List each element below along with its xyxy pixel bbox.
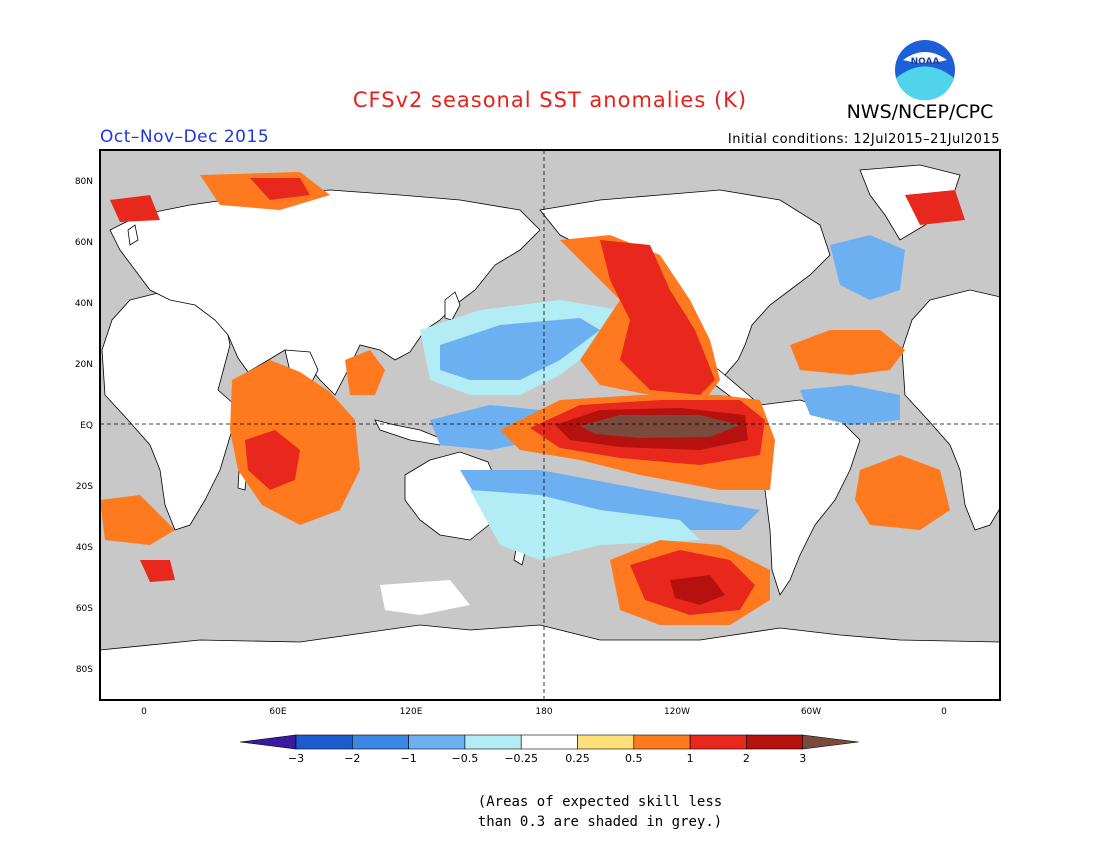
colorbar-label: −0.25 [504,752,538,765]
lon-label: 0 [941,707,947,717]
el-nino-core [580,415,740,438]
lon-label: 60W [801,707,821,717]
colorbar-swatch [746,734,804,750]
south-atlantic-warm [855,455,950,530]
skill-note: (Areas of expected skill less than 0.3 a… [420,792,780,832]
colorbar-swatch [577,734,635,750]
colorbar-swatch [464,734,522,750]
indian-ocean-red [245,430,300,490]
north-atlantic-cool [830,235,905,300]
ne-pacific-red [600,240,715,395]
antarctica [100,624,1000,700]
colorbar-label: −1 [400,752,416,765]
lon-label: 0 [141,707,147,717]
lon-label: 120W [664,707,690,717]
eurasia [109,189,541,396]
skill-note-line2: than 0.3 are shaded in grey.) [477,814,723,830]
japan [444,291,461,321]
lon-label: 180 [535,707,552,717]
lat-label: 60S [76,604,93,614]
uk [127,224,139,246]
lon-label: 60E [269,707,286,717]
map-title: CFSv2 seasonal SST anomalies (K) [352,88,748,112]
colorbar: −3 −2 −1 −0.5 −0.25 0.25 0.5 1 2 3 [239,734,859,765]
north-atlantic-warm [790,330,905,375]
colorbar-label: 0.25 [565,752,590,765]
lat-label: 80N [75,177,93,187]
lat-label: 20N [75,360,93,370]
lat-axis: 80N 60N 40N 20N EQ 20S 40S 60S 80S [75,177,93,675]
lat-label: 80S [76,665,93,675]
lat-label: EQ [80,421,93,431]
colorbar-arrow-low [239,734,297,750]
lat-label: 40N [75,299,93,309]
colorbar-label: 0.5 [625,752,643,765]
colorbar-swatch [689,734,747,750]
colorbar-label: −0.5 [452,752,479,765]
colorbar-swatch [520,734,578,750]
noaa-logo-icon: NOAA [895,40,955,101]
map-frame [99,149,1001,701]
map-canvas [100,150,1000,700]
lon-label: 120E [400,707,423,717]
colorbar-label: −3 [288,752,304,765]
indian-ocean-warm [230,360,360,525]
lat-label: 20S [76,482,93,492]
colorbar-swatch [408,734,466,750]
agency-label: NWS/NCEP/CPC [846,101,994,123]
colorbar-label: 1 [687,752,694,765]
colorbar-label: 2 [743,752,750,765]
colorbar-arrow-high [802,734,859,750]
colorbar-swatch [351,734,409,750]
lon-axis: 0 60E 120E 180 120W 60W 0 [141,707,947,717]
colorbar-swatch [633,734,691,750]
noaa-logo-text: NOAA [911,57,940,67]
colorbar-swatch [295,734,353,750]
sst-anomalies [100,172,965,625]
skill-note-line1: (Areas of expected skill less [477,794,723,810]
season-label: Oct–Nov–Dec 2015 [100,127,270,147]
lat-label: 60N [75,238,93,248]
initial-conditions-label: Initial conditions: 12Jul2015–21Jul2015 [727,132,1000,147]
lat-label: 40S [76,543,93,553]
colorbar-label: 3 [799,752,806,765]
colorbar-label: −2 [344,752,360,765]
africa-east-edge [901,289,1000,531]
